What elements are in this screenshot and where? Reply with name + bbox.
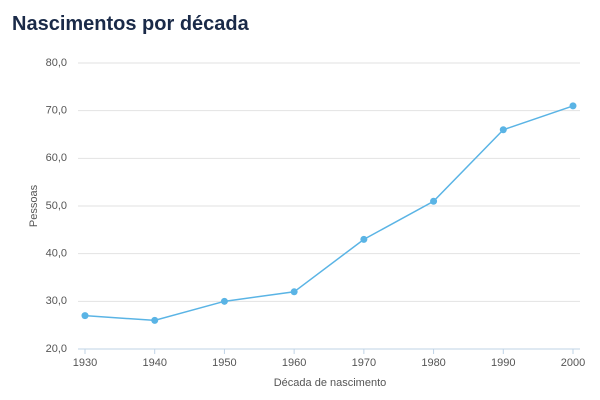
point [499, 126, 507, 134]
y-tick-label: 30,0 [46, 295, 67, 307]
x-tick-label: 1950 [212, 357, 236, 369]
x-axis-label: Década de nascimento [274, 377, 387, 389]
x-tick-label: 2000 [561, 357, 585, 369]
y-tick-label: 20,0 [46, 343, 67, 355]
y-tick-label: 40,0 [46, 248, 67, 260]
y-tick-label: 50,0 [46, 200, 67, 212]
x-tick-label: 1940 [142, 357, 166, 369]
x-tick-label: 1960 [282, 357, 306, 369]
x-tick-label: 1980 [421, 357, 445, 369]
x-tick-label: 1930 [73, 357, 97, 369]
y-tick-label: 70,0 [46, 105, 67, 117]
y-tick-label: 80,0 [46, 57, 67, 69]
point [569, 102, 577, 110]
y-tick-label: 60,0 [46, 152, 67, 164]
point [220, 297, 228, 305]
point [290, 288, 298, 296]
point [360, 235, 368, 243]
point [81, 312, 89, 320]
chart-title: Nascimentos por década [12, 13, 250, 35]
x-tick-label: 1990 [491, 357, 515, 369]
line [84, 105, 574, 322]
point [151, 316, 159, 324]
y-axis-label: Pessoas [28, 184, 40, 227]
x-tick-label: 1970 [352, 357, 376, 369]
point [430, 197, 438, 205]
